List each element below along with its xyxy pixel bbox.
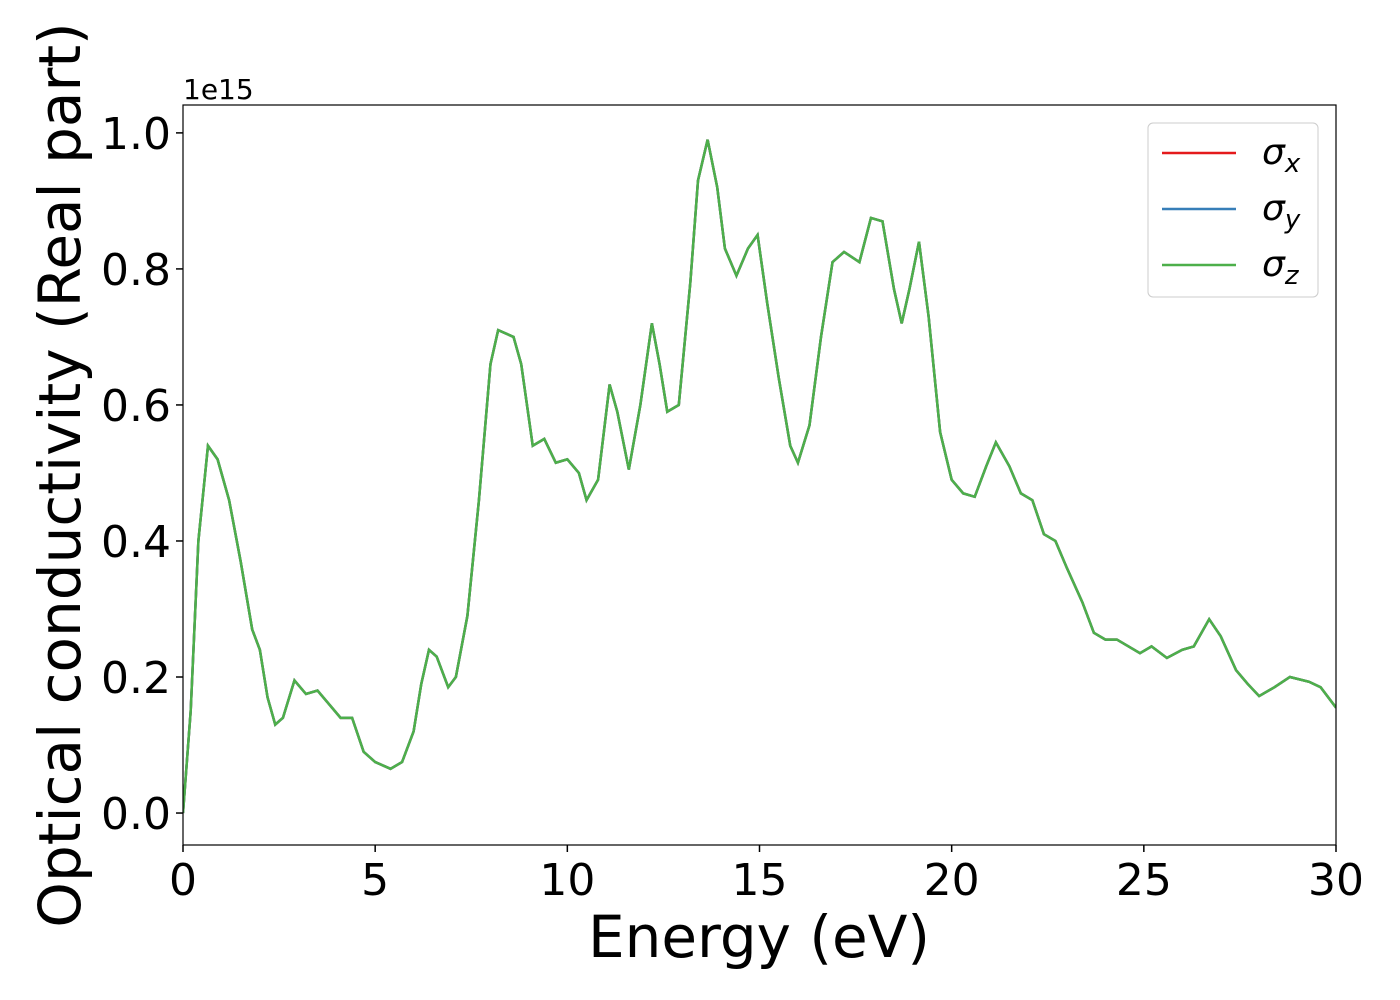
- legend-symbol: σ: [1262, 132, 1286, 173]
- legend-subscript: x: [1284, 149, 1301, 179]
- x-tick-label: 5: [361, 855, 389, 906]
- legend-label: σy: [1262, 188, 1301, 235]
- legend-symbol: σ: [1262, 188, 1286, 229]
- y-axis-label: Optical conductivity (Real part): [26, 22, 94, 927]
- x-tick-label: 25: [1116, 855, 1172, 906]
- series-line: [183, 139, 1336, 814]
- y-tick-label: 0.6: [101, 381, 171, 432]
- y-tick-label: 1.0: [101, 109, 171, 160]
- x-tick-label: 15: [732, 855, 788, 906]
- legend-label: σz: [1262, 244, 1300, 291]
- x-axis-label: Energy (eV): [588, 903, 930, 971]
- x-tick-label: 20: [924, 855, 980, 906]
- offset-label: 1e15: [183, 73, 254, 106]
- x-tick-label: 0: [169, 855, 197, 906]
- y-tick-label: 0.0: [101, 789, 171, 840]
- y-tick-label: 0.2: [101, 653, 171, 704]
- x-tick-label: 10: [539, 855, 595, 906]
- y-tick-label: 0.4: [101, 517, 171, 568]
- x-tick-label: 30: [1308, 855, 1364, 906]
- legend-subscript: z: [1284, 261, 1300, 291]
- legend-subscript: y: [1284, 205, 1301, 235]
- legend-label: σx: [1262, 132, 1301, 179]
- legend-symbol: σ: [1262, 244, 1286, 285]
- axes-frame: [182, 104, 1337, 846]
- y-tick-label: 0.8: [101, 245, 171, 296]
